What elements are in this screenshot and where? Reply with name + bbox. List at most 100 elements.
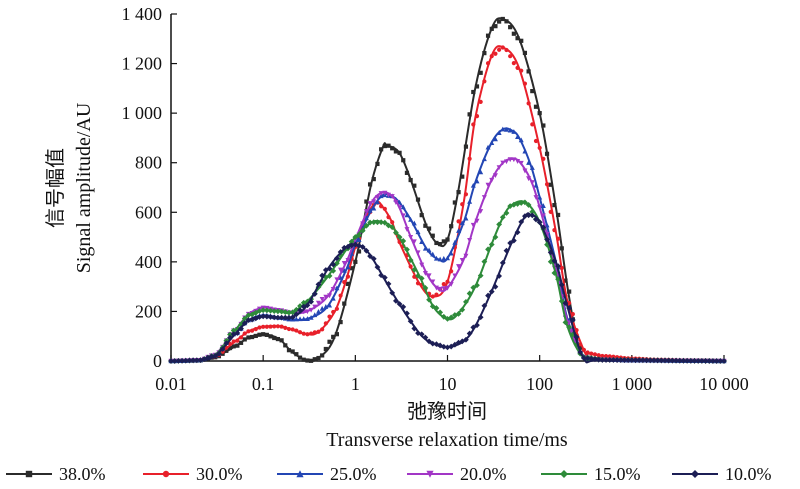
data-point	[434, 240, 439, 246]
data-point	[628, 357, 635, 364]
data-point	[412, 183, 417, 188]
y-tick-label: 1 200	[122, 54, 163, 74]
data-point	[567, 289, 572, 294]
data-point	[242, 331, 247, 336]
data-point	[342, 301, 347, 306]
data-point	[374, 264, 381, 271]
data-point	[518, 219, 525, 225]
data-point	[463, 144, 469, 149]
data-point	[698, 358, 705, 364]
data-point	[429, 340, 436, 347]
x-tick-label: 1 000	[612, 374, 653, 394]
data-point	[379, 204, 384, 209]
data-point	[415, 229, 421, 235]
data-point	[525, 212, 532, 219]
data-point	[327, 339, 332, 344]
data-point	[330, 261, 337, 268]
data-point	[363, 209, 369, 214]
x-tick-label: 1	[351, 374, 360, 394]
data-point	[363, 215, 369, 221]
data-point	[574, 328, 579, 333]
data-point	[415, 330, 421, 337]
data-point	[710, 358, 716, 364]
data-point	[537, 205, 543, 211]
data-point	[525, 202, 532, 208]
data-point	[489, 140, 495, 145]
data-point	[477, 314, 484, 321]
data-point	[470, 284, 477, 291]
data-point	[338, 275, 344, 280]
data-point	[474, 113, 480, 119]
data-point	[422, 245, 428, 251]
data-point	[537, 194, 543, 200]
data-point	[444, 344, 451, 351]
data-point	[419, 262, 425, 268]
data-point	[522, 199, 528, 206]
data-point	[279, 338, 284, 343]
data-point	[452, 273, 458, 279]
data-point	[559, 246, 564, 251]
legend-marker	[25, 470, 33, 478]
y-axis-title-cn: 信号幅值	[44, 148, 67, 228]
data-point	[463, 215, 469, 221]
data-point	[337, 249, 344, 255]
data-point	[522, 168, 528, 174]
data-point	[419, 213, 424, 218]
data-point	[687, 357, 694, 364]
data-point	[311, 291, 318, 297]
data-point	[441, 239, 446, 244]
data-point	[341, 267, 347, 273]
data-point	[305, 358, 310, 363]
data-point	[603, 353, 609, 359]
data-point	[297, 330, 303, 335]
data-point	[378, 191, 384, 196]
data-point	[456, 264, 462, 269]
data-point	[441, 255, 447, 261]
data-point	[319, 272, 326, 279]
data-point	[515, 134, 521, 140]
data-point	[482, 51, 487, 56]
data-point	[382, 143, 387, 149]
data-point	[261, 332, 266, 337]
data-point	[433, 255, 439, 261]
data-point	[182, 357, 189, 364]
data-point	[485, 292, 491, 299]
data-point	[245, 317, 252, 324]
data-point	[385, 280, 392, 287]
data-point	[493, 51, 498, 56]
data-point	[386, 215, 391, 220]
data-point	[478, 70, 483, 75]
data-point	[434, 292, 439, 297]
data-point	[478, 209, 484, 214]
data-point	[474, 178, 480, 184]
data-point	[345, 274, 351, 279]
data-point	[567, 300, 572, 306]
data-point	[463, 253, 469, 259]
data-point	[331, 309, 336, 315]
data-point	[250, 334, 255, 340]
data-point	[275, 308, 281, 315]
data-point	[381, 219, 388, 226]
data-point	[507, 240, 514, 246]
data-point	[485, 144, 491, 150]
data-point	[389, 194, 395, 199]
legend-label: 38.0%	[59, 464, 106, 484]
data-point	[238, 340, 244, 345]
data-point	[289, 314, 296, 321]
data-point	[547, 249, 554, 256]
data-point	[327, 302, 333, 308]
data-point	[607, 354, 612, 359]
data-point	[338, 319, 343, 325]
data-point	[382, 190, 388, 196]
data-point	[515, 65, 520, 71]
data-point	[639, 357, 646, 364]
data-point	[426, 247, 432, 253]
data-point	[617, 357, 624, 363]
data-point	[474, 84, 480, 89]
data-point	[290, 349, 295, 354]
data-point	[448, 314, 455, 321]
data-point	[441, 286, 447, 292]
legend-item: 30.0%	[143, 464, 243, 484]
data-point	[488, 241, 495, 248]
data-point	[578, 345, 583, 350]
